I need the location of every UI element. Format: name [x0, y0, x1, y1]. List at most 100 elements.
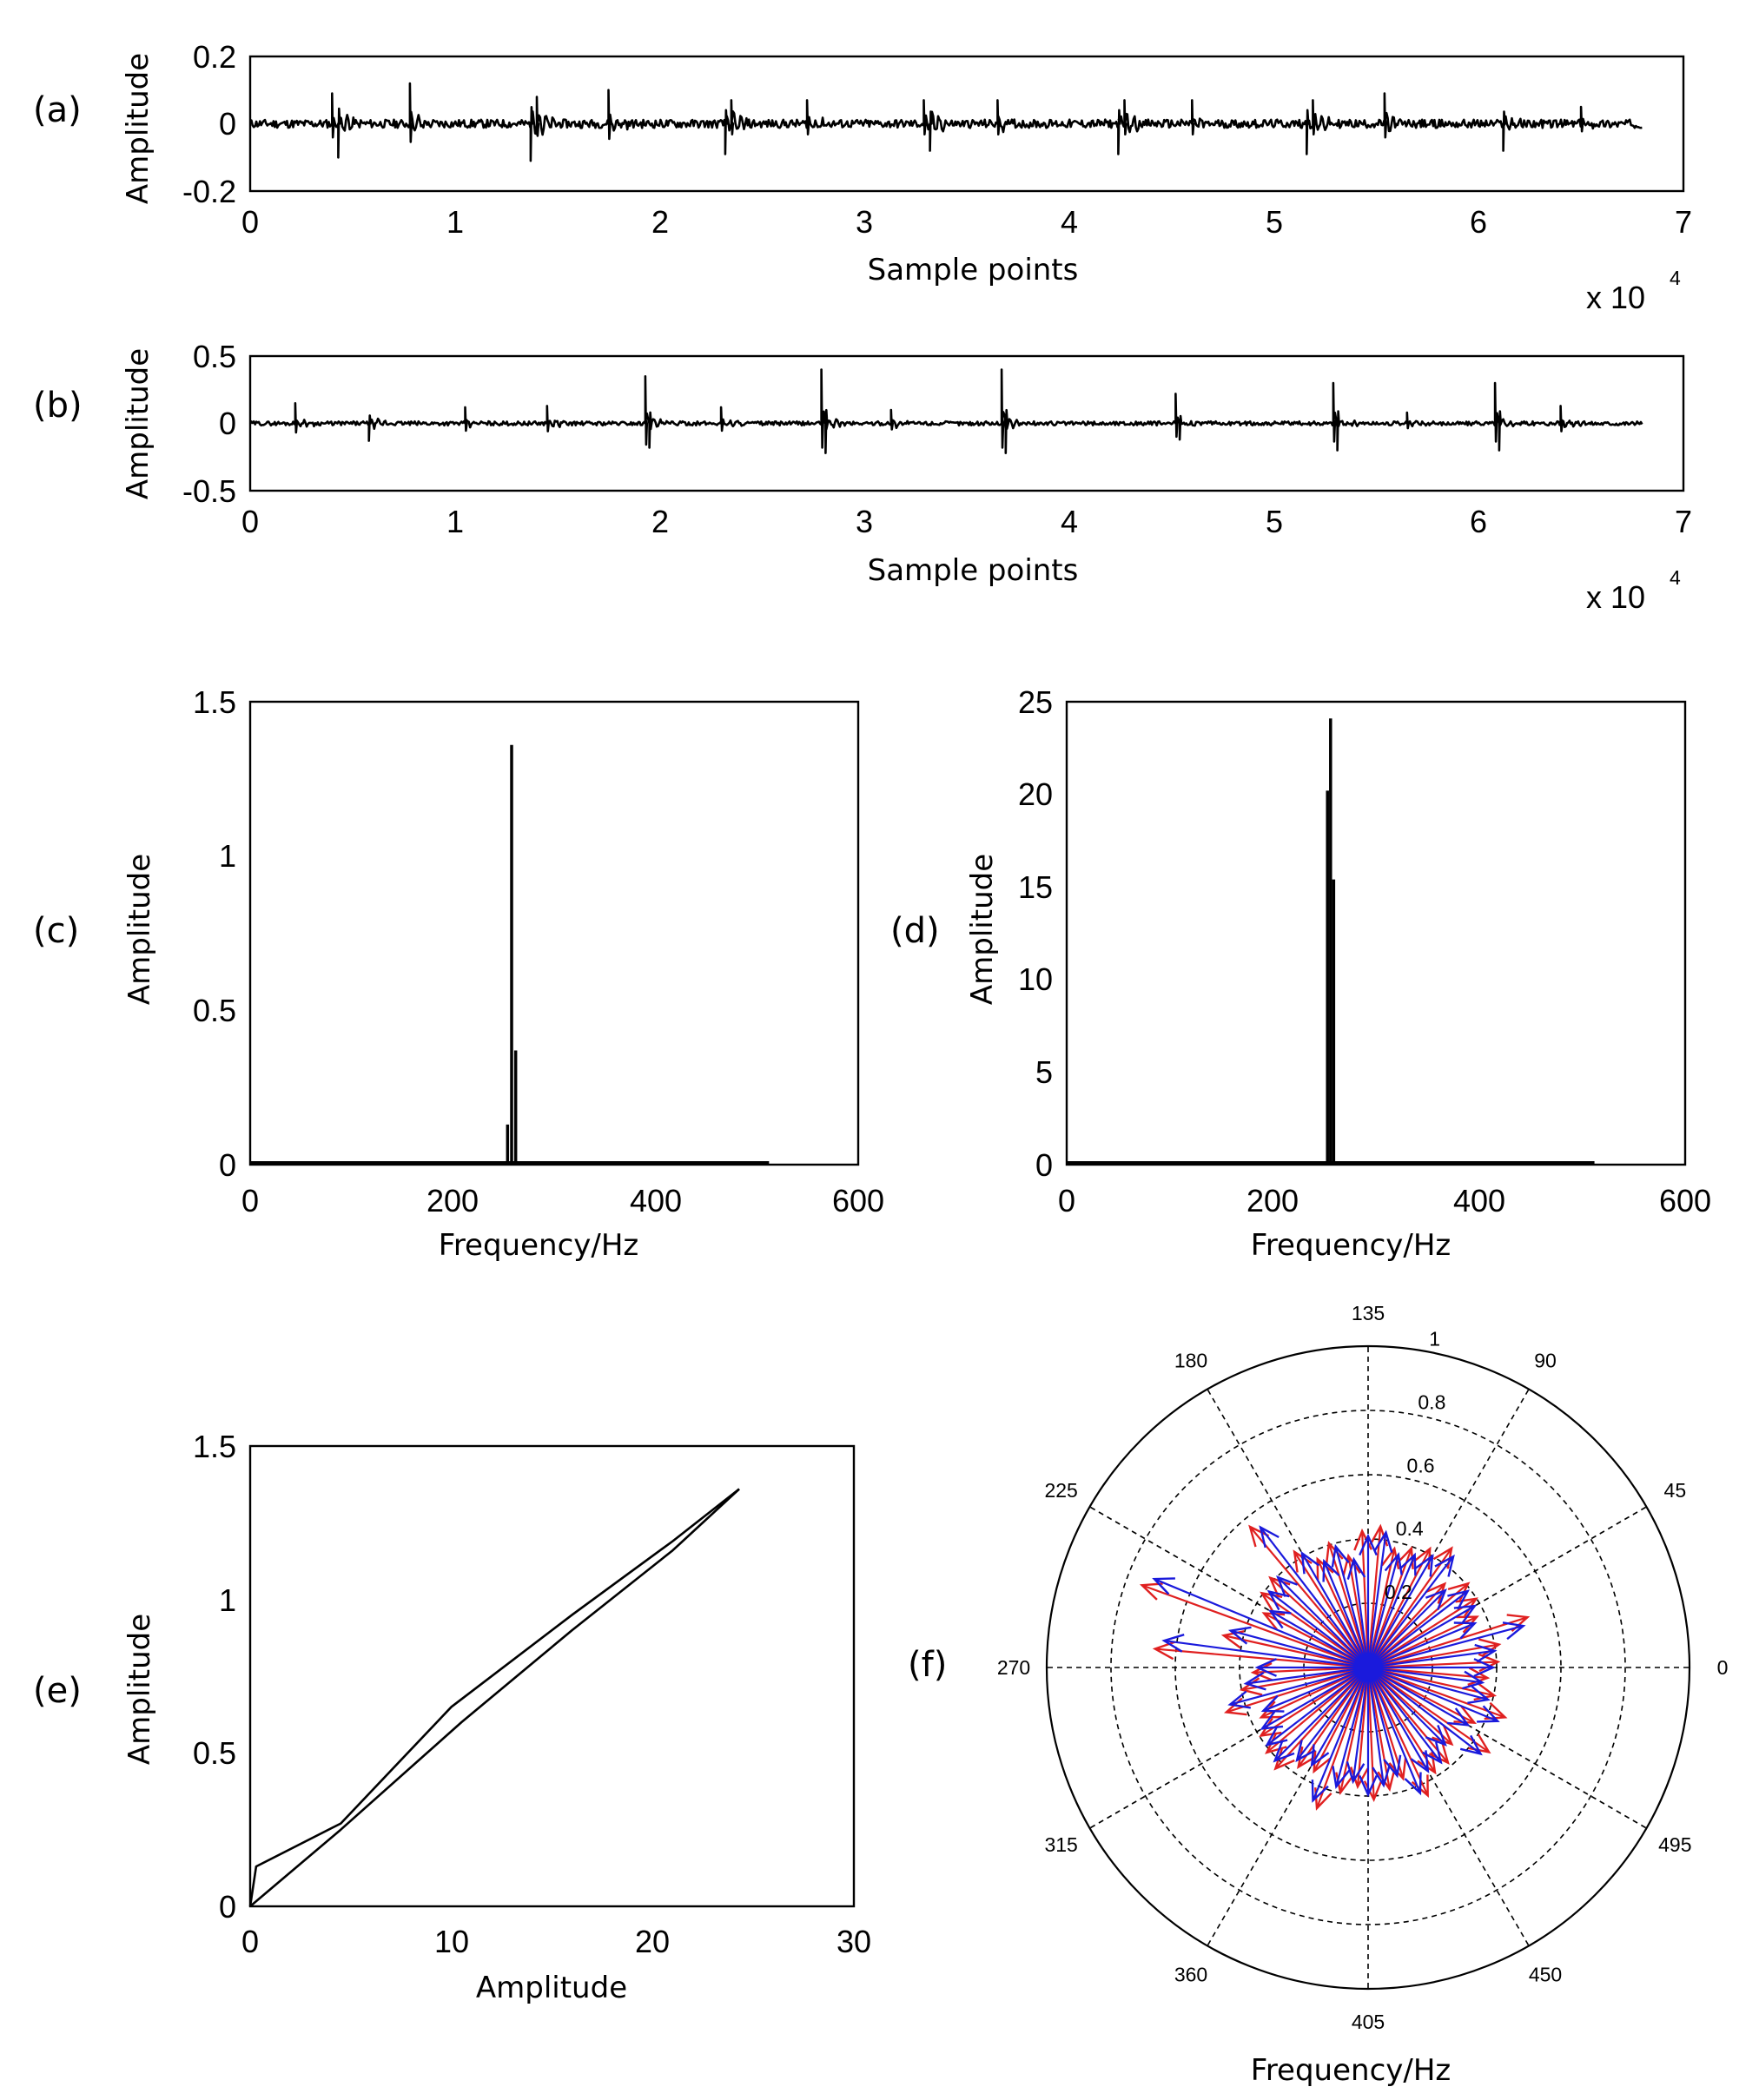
panel-e-line-upper — [248, 1488, 740, 1907]
panel-d-ytick: 25 — [1018, 684, 1053, 720]
polar-arrow-head — [1227, 1626, 1252, 1645]
panel-e-xlabel: Amplitude — [476, 1971, 627, 2005]
panel-b-xtick: 1 — [446, 504, 464, 539]
panel-a-xtick: 2 — [651, 204, 669, 240]
polar-arrow-shaft — [1296, 1667, 1369, 1761]
polar-arrow-head — [1300, 1550, 1320, 1575]
panel-d-ytick: 0 — [1035, 1147, 1053, 1183]
polar-arrow-shaft — [1367, 1590, 1469, 1668]
panel-d-ylabel: Amplitude — [965, 854, 1000, 1005]
polar-arrow-head — [1346, 1760, 1366, 1785]
panel-a-xtick: 1 — [446, 204, 464, 240]
polar-arrow-shaft — [1367, 1666, 1506, 1719]
polar-arrow-head — [1266, 1589, 1290, 1611]
panel-f-angle-label: 180 — [1174, 1350, 1207, 1372]
polar-arrow-head — [1462, 1670, 1485, 1690]
panel-b-yticks: -0.5 0 0.5 — [182, 339, 236, 509]
polar-arrow-shaft — [1229, 1666, 1369, 1706]
panel-f-rtick: 0.4 — [1396, 1517, 1424, 1540]
polar-arrow-shaft — [1367, 1666, 1489, 1701]
polar-arrow-shaft — [1230, 1629, 1369, 1669]
polar-arrow-head — [1447, 1589, 1471, 1610]
polar-arrow-head — [1261, 1612, 1286, 1631]
polar-arrow-shaft — [1367, 1666, 1483, 1684]
polar-arrow-head — [1250, 1661, 1273, 1681]
polar-arrow-head — [1373, 1529, 1393, 1553]
polar-arrow-head — [1342, 1553, 1361, 1576]
polar-arrow-head — [1259, 1525, 1280, 1549]
polar-arrow-shaft — [1366, 1667, 1375, 1800]
panel-f-label: (f) — [908, 1645, 947, 1685]
panel-f-angle-label: 360 — [1174, 1963, 1207, 1985]
polar-arrow-head — [1260, 1711, 1284, 1730]
polar-arrow-head — [1322, 1558, 1340, 1582]
panel-e-xtick: 30 — [837, 1924, 871, 1959]
panel-a-xlabel: Sample points — [868, 253, 1079, 287]
panel-f-angle-label: 495 — [1658, 1833, 1691, 1856]
polar-arrow-head — [1260, 1694, 1285, 1713]
polar-arrow-head — [1506, 1614, 1531, 1632]
panel-a-xtick: 6 — [1470, 204, 1487, 240]
panel-d-xlabel: Frequency/Hz — [1251, 1228, 1452, 1263]
polar-arrow-head — [1311, 1780, 1329, 1803]
polar-arrow-head — [1254, 1658, 1277, 1677]
panel-b-ytick: -0.5 — [182, 473, 236, 509]
panel-e-ylabel: Amplitude — [122, 1614, 157, 1765]
polar-arrow-shaft — [1164, 1640, 1369, 1669]
panel-d-xticks: 0 200 400 600 — [1058, 1183, 1711, 1218]
panel-b-ytick: 0.5 — [193, 339, 236, 374]
panel-d-xtick: 200 — [1247, 1183, 1299, 1218]
polar-arrow-shaft — [1312, 1667, 1370, 1801]
panel-c-ytick: 1 — [219, 838, 236, 874]
panel-b-xtick: 7 — [1675, 504, 1692, 539]
panel-c: (c) Amplitude 0 200 400 600 0 0.5 1 1.5 … — [33, 684, 884, 1263]
panel-f-rticks: 0.2 0.4 0.6 0.8 1 — [1385, 1328, 1446, 1604]
panel-b-signal — [248, 368, 1643, 454]
polar-arrow-head — [1388, 1757, 1407, 1781]
panel-e-yticks: 0 0.5 1 1.5 — [193, 1429, 236, 1925]
panel-e-ytick: 1 — [219, 1582, 236, 1618]
polar-spoke — [1367, 1389, 1530, 1668]
polar-arrow-shaft — [1367, 1667, 1429, 1796]
panel-c-xtick: 600 — [832, 1183, 884, 1218]
panel-c-xlabel: Frequency/Hz — [439, 1228, 639, 1263]
panel-f-angle-label: 0 — [1717, 1656, 1729, 1679]
polar-arrow-shaft — [1266, 1667, 1369, 1753]
panel-a-frame — [248, 55, 1685, 193]
polar-arrow-shaft — [1323, 1561, 1370, 1668]
panel-b-xtick: 0 — [241, 504, 259, 539]
panel-f-angle-label: 405 — [1352, 2011, 1385, 2033]
polar-arrow-head — [1467, 1667, 1491, 1687]
polar-arrow-shaft — [1366, 1667, 1385, 1786]
panel-a-ytick: 0.2 — [193, 39, 236, 75]
panel-f-xlabel: Frequency/Hz — [1251, 2053, 1452, 2088]
polar-arrow-head — [1414, 1554, 1434, 1577]
panel-f-angle-label: 90 — [1534, 1350, 1557, 1372]
panel-c-frame — [248, 700, 860, 1166]
polar-arrow-shaft — [1154, 1648, 1369, 1669]
polar-arrow-head — [1384, 1552, 1403, 1575]
polar-arrow-shaft — [1367, 1643, 1499, 1669]
polar-arrow-shaft — [1366, 1667, 1399, 1776]
polar-arrow-head — [1404, 1772, 1422, 1796]
polar-arrow-shaft — [1141, 1584, 1369, 1669]
panel-b-xtick: 6 — [1470, 504, 1487, 539]
polar-arrow-shaft — [1367, 1649, 1495, 1669]
panel-f-angle-label: 45 — [1664, 1479, 1687, 1502]
polar-arrow-shaft — [1311, 1667, 1369, 1766]
polar-arrow-head — [1313, 1750, 1332, 1774]
polar-arrow-shaft — [1352, 1559, 1370, 1668]
panel-a-xticks: 0 1 2 3 4 5 6 7 — [241, 204, 1692, 240]
panel-a-label: (a) — [33, 90, 82, 130]
polar-arrow-head — [1453, 1604, 1478, 1624]
polar-arrow-head — [1152, 1577, 1175, 1595]
polar-arrow-shaft — [1261, 1667, 1369, 1730]
polar-arrow-head — [1295, 1740, 1316, 1763]
polar-arrow-head — [1139, 1582, 1163, 1601]
panel-b-ylabel: Amplitude — [121, 348, 155, 499]
polar-arrow-head — [1161, 1634, 1185, 1653]
polar-arrow-shaft — [1277, 1576, 1369, 1668]
panel-c-xtick: 0 — [241, 1183, 259, 1218]
panel-a-xtick: 3 — [856, 204, 873, 240]
polar-arrow-shaft — [1367, 1667, 1442, 1763]
